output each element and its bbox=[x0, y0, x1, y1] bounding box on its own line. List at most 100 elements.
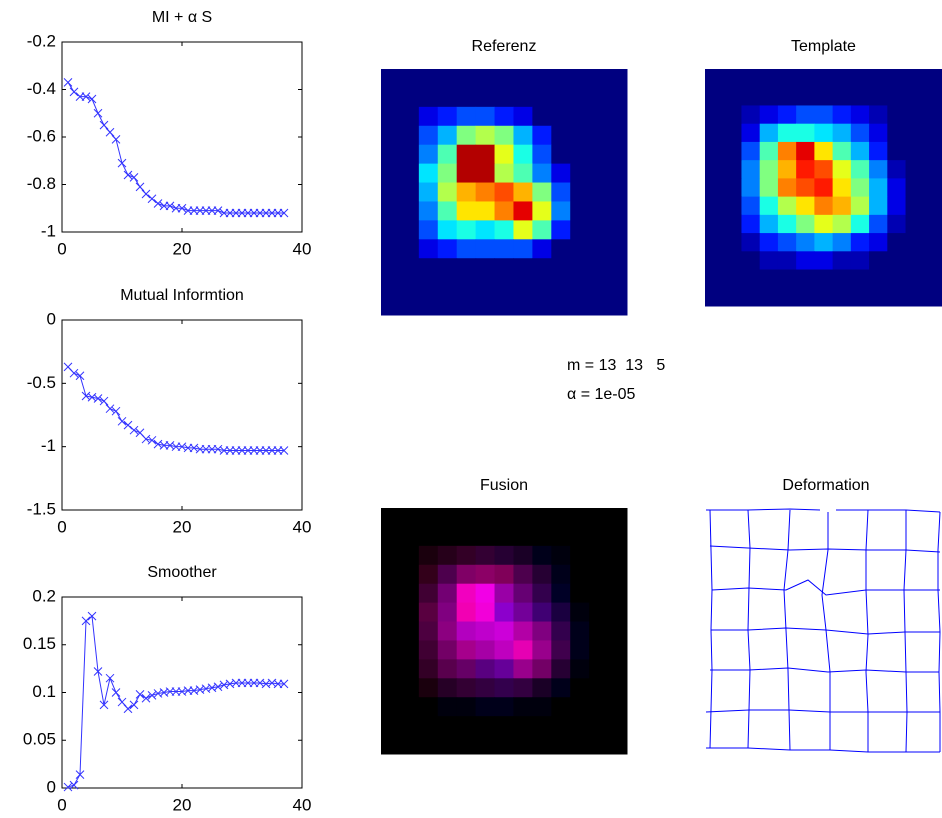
heatmap-cell bbox=[705, 251, 724, 270]
fusion-cell bbox=[381, 659, 400, 678]
heatmap-cell bbox=[476, 296, 495, 315]
heatmap-cell bbox=[869, 178, 888, 197]
heatmap-cell bbox=[778, 288, 797, 307]
heatmap-cell bbox=[705, 142, 724, 161]
heatmap-cell bbox=[608, 239, 627, 258]
heatmap-cell bbox=[400, 145, 419, 164]
heatmap-cell bbox=[851, 142, 870, 161]
heatmap-cell bbox=[570, 258, 589, 277]
heatmap-cell bbox=[741, 197, 760, 216]
heatmap-cell bbox=[438, 69, 457, 88]
fusion-cell bbox=[400, 584, 419, 603]
fusion-cell bbox=[438, 622, 457, 641]
heatmap-cell bbox=[381, 201, 400, 220]
fusion-cell bbox=[419, 565, 438, 584]
heatmap-cell bbox=[887, 124, 906, 143]
heatmap-cell bbox=[589, 107, 608, 126]
heatmap-cell bbox=[723, 288, 742, 307]
fusion-cell bbox=[400, 659, 419, 678]
fusion-cell bbox=[551, 546, 570, 565]
heatmap-cell bbox=[532, 183, 551, 202]
fusion-cell bbox=[419, 735, 438, 754]
fusion-cell bbox=[570, 603, 589, 622]
fusion-cell bbox=[551, 659, 570, 678]
heatmap-cell bbox=[869, 69, 888, 88]
x-tick-label: 20 bbox=[173, 517, 192, 536]
heatmap-cell bbox=[476, 220, 495, 239]
heatmap-cell bbox=[796, 142, 815, 161]
heatmap-cell bbox=[476, 277, 495, 296]
heatmap-cell bbox=[833, 105, 852, 124]
heatmap-cell bbox=[760, 178, 779, 197]
heatmap-cell bbox=[476, 164, 495, 183]
fusion-cell bbox=[400, 640, 419, 659]
heatmap-cell bbox=[741, 69, 760, 88]
heatmap-cell bbox=[851, 69, 870, 88]
fusion-cell bbox=[400, 735, 419, 754]
heatmap-cell bbox=[476, 201, 495, 220]
fusion-cell bbox=[381, 716, 400, 735]
heatmap-cell bbox=[513, 88, 532, 107]
heatmap-cell bbox=[778, 142, 797, 161]
fusion-cell bbox=[476, 716, 495, 735]
heatmap-cell bbox=[400, 201, 419, 220]
fusion-cell bbox=[532, 697, 551, 716]
heatmap-cell bbox=[532, 296, 551, 315]
heatmap-cell bbox=[438, 164, 457, 183]
heatmap-cell bbox=[513, 183, 532, 202]
heatmap-cell bbox=[924, 197, 942, 216]
fusion-cell bbox=[513, 565, 532, 584]
heatmap-cell bbox=[778, 178, 797, 197]
heatmap-cell bbox=[814, 178, 833, 197]
fusion-cell bbox=[438, 546, 457, 565]
fusion-cell bbox=[438, 735, 457, 754]
fusion-cell bbox=[495, 640, 514, 659]
y-tick-label: 0.1 bbox=[32, 682, 56, 701]
fusion-cell bbox=[608, 716, 627, 735]
heatmap-cell bbox=[419, 220, 438, 239]
heatmap-cell bbox=[760, 288, 779, 307]
fusion-cell bbox=[551, 508, 570, 527]
heatmap-cell bbox=[705, 178, 724, 197]
heatmap-cell bbox=[796, 288, 815, 307]
heatmap-cell bbox=[851, 105, 870, 124]
heatmap-cell bbox=[570, 220, 589, 239]
heatmap-cell bbox=[438, 107, 457, 126]
heatmap-cell bbox=[532, 220, 551, 239]
heatmap-cell bbox=[851, 178, 870, 197]
heatmap-cell bbox=[814, 124, 833, 143]
fusion-cell bbox=[457, 546, 476, 565]
fusion-cell bbox=[589, 678, 608, 697]
heatmap-cell bbox=[741, 251, 760, 270]
heatmap-cell bbox=[705, 160, 724, 179]
heatmap-cell bbox=[924, 215, 942, 234]
heatmap-cell bbox=[833, 270, 852, 289]
fusion-cell bbox=[551, 527, 570, 546]
fusion-cell bbox=[532, 640, 551, 659]
fusion-cell bbox=[419, 697, 438, 716]
fusion-cell bbox=[381, 622, 400, 641]
fusion-cell bbox=[570, 508, 589, 527]
heatmap-cell bbox=[476, 258, 495, 277]
fusion-cell bbox=[381, 546, 400, 565]
heatmap-cell bbox=[924, 160, 942, 179]
heatmap-cell bbox=[924, 124, 942, 143]
heatmap-cell bbox=[608, 145, 627, 164]
heatmap-cell bbox=[400, 88, 419, 107]
fusion-cell bbox=[495, 527, 514, 546]
heatmap-cell bbox=[457, 69, 476, 88]
heatmap-cell bbox=[532, 88, 551, 107]
fusion-cell bbox=[438, 603, 457, 622]
chart-title: MI + α S bbox=[152, 9, 212, 26]
fusion-cell bbox=[457, 565, 476, 584]
heatmap-cell bbox=[760, 251, 779, 270]
chart-title: Mutual Informtion bbox=[120, 287, 244, 304]
heatmap-cell bbox=[778, 124, 797, 143]
heatmap-cell bbox=[851, 270, 870, 289]
heatmap-cell bbox=[400, 69, 419, 88]
heatmap-cell bbox=[400, 258, 419, 277]
fusion-cell bbox=[495, 565, 514, 584]
fusion-cell bbox=[381, 603, 400, 622]
heatmap-cell bbox=[705, 105, 724, 124]
heatmap-cell bbox=[551, 88, 570, 107]
